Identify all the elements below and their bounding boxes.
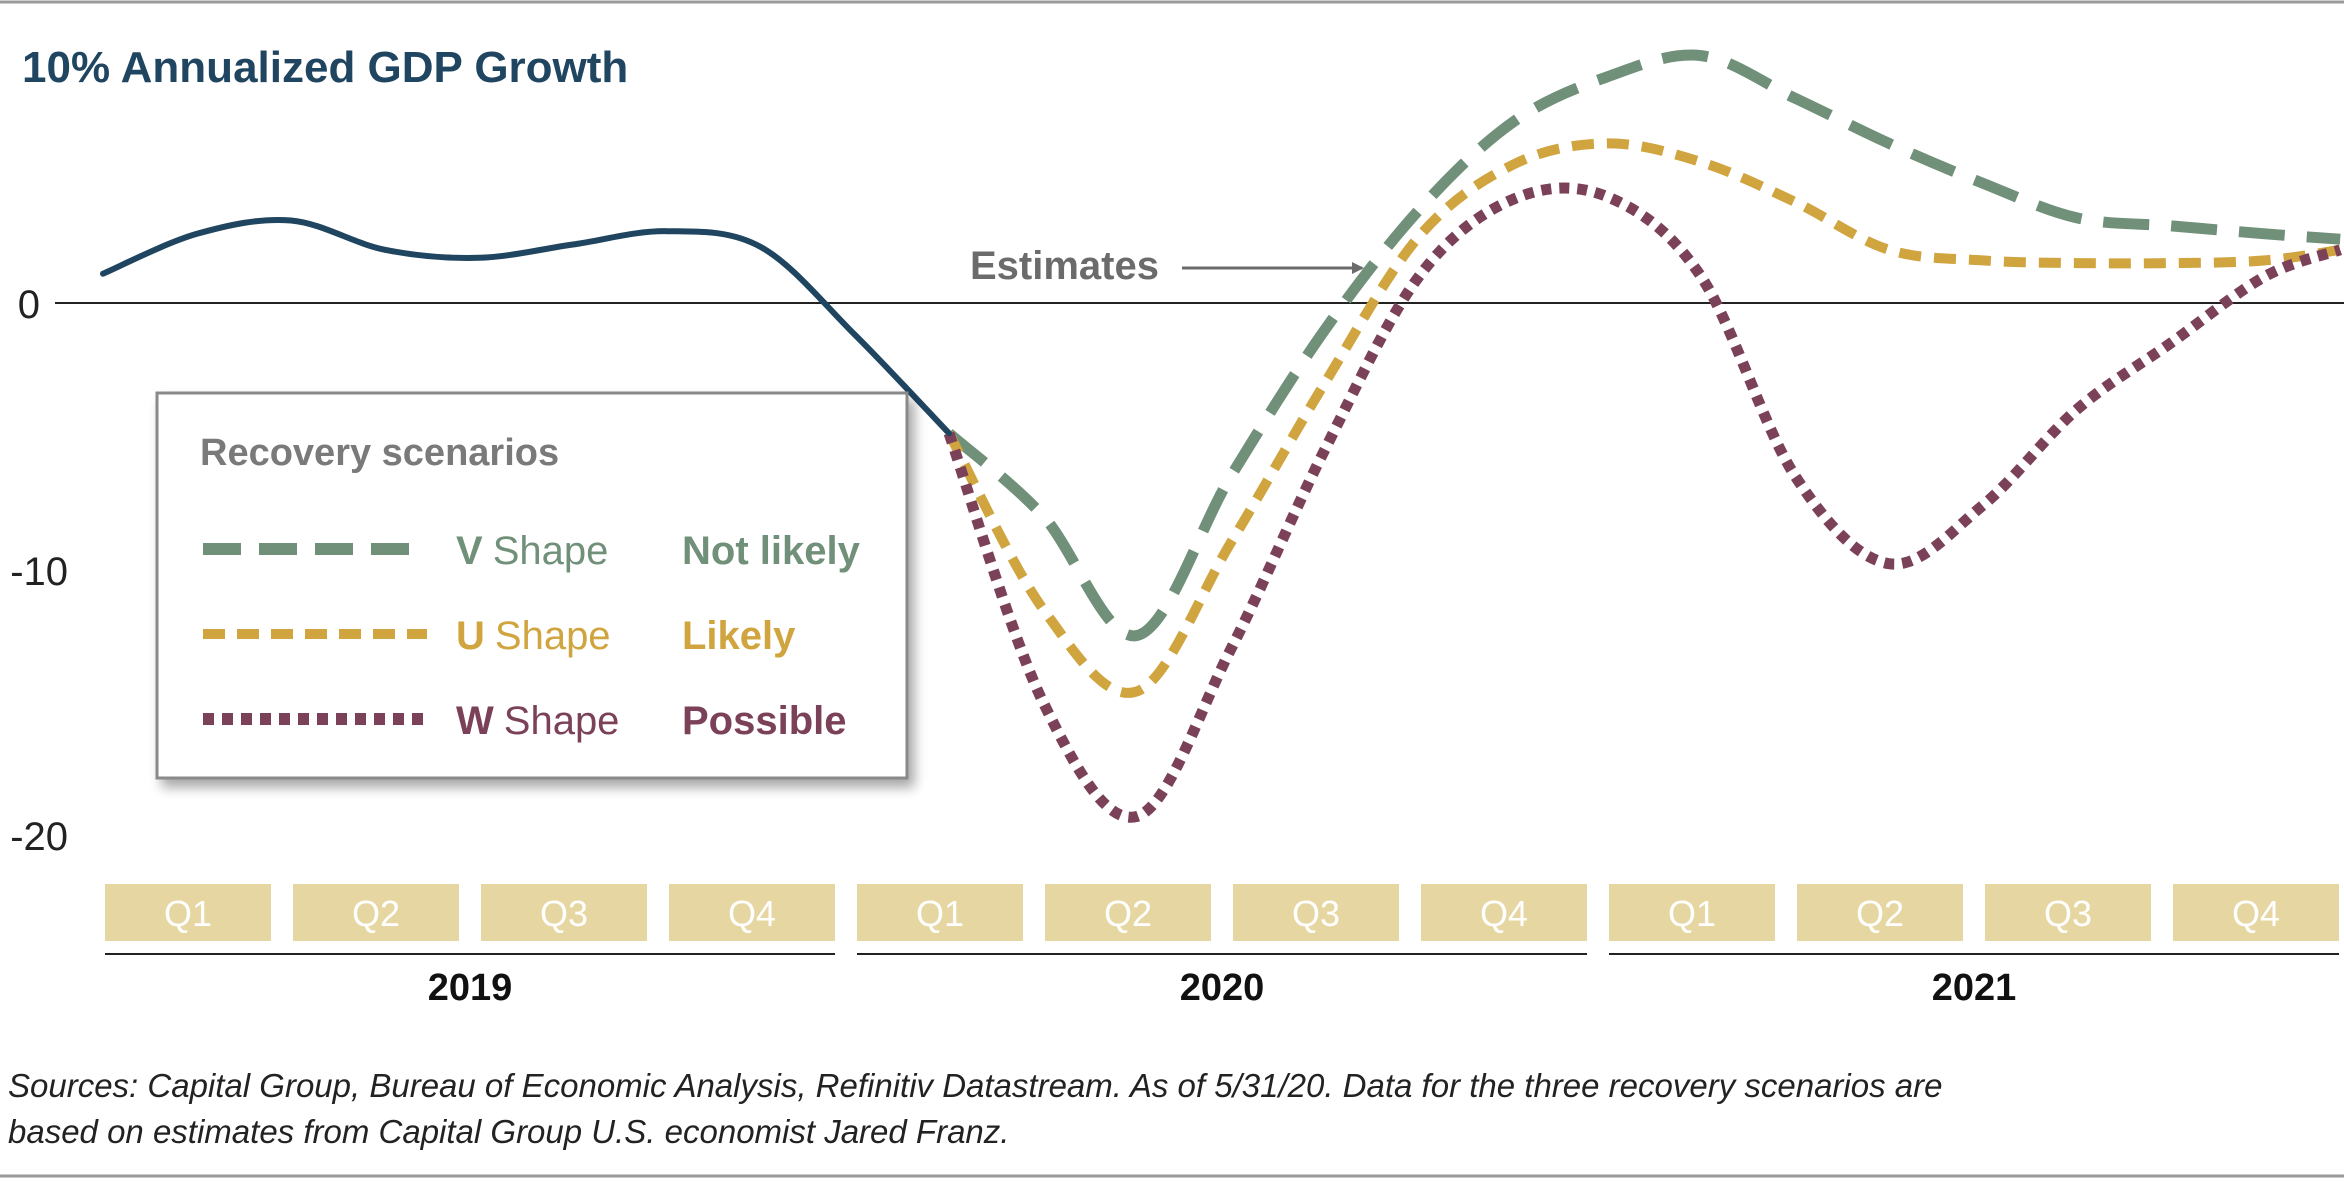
quarter-label-9: Q2 — [1856, 893, 1904, 934]
quarter-label-0: Q1 — [164, 893, 212, 934]
series-line-w-shape — [943, 182, 2343, 823]
year-label-2021: 2021 — [1932, 967, 2017, 1009]
quarter-label-8: Q1 — [1668, 893, 1716, 934]
chart-title: 10% Annualized GDP Growth — [22, 43, 628, 92]
x-axis: Q1 Q2 Q3 Q4 Q1 Q2 Q3 Q4 Q1 Q2 Q3 Q4 2019 2020 2021 — [105, 884, 2339, 1009]
legend-v-likelihood: Not likely — [682, 529, 861, 573]
legend-v-label: V Shape — [456, 529, 608, 573]
quarter-label-3: Q4 — [728, 893, 776, 934]
series-line-v-shape — [945, 49, 2341, 642]
y-tick-label-0: 0 — [18, 283, 40, 327]
year-label-2019: 2019 — [428, 967, 513, 1009]
source-note-line-1: Sources: Capital Group, Bureau of Econom… — [8, 1067, 1942, 1104]
legend-u-likelihood: Likely — [682, 614, 796, 658]
y-tick-label-2: -20 — [10, 815, 68, 859]
legend-w-letter: W — [456, 699, 494, 743]
legend-w-label: W Shape — [456, 699, 619, 743]
quarter-label-5: Q2 — [1104, 893, 1152, 934]
quarter-label-2: Q3 — [540, 893, 588, 934]
quarter-label-6: Q3 — [1292, 893, 1340, 934]
quarter-box-0 — [105, 884, 271, 941]
legend-w-likelihood: Possible — [682, 699, 847, 743]
quarter-label-11: Q4 — [2232, 893, 2280, 934]
legend-title: Recovery scenarios — [200, 432, 559, 474]
legend-v-name: Shape — [493, 529, 609, 573]
legend: Recovery scenarios V Shape Not likely U Sh… — [155, 391, 909, 780]
quarter-box-2 — [481, 884, 647, 941]
series-line-u-shape — [944, 138, 2341, 698]
quarter-box-3 — [669, 884, 835, 941]
estimates-annotation: Estimates — [970, 244, 1159, 288]
legend-u-name: Shape — [495, 614, 611, 658]
quarter-box-8 — [1609, 884, 1775, 941]
quarter-box-4 — [857, 884, 1023, 941]
series-layer — [100, 49, 2343, 823]
series-line-history — [100, 217, 952, 437]
legend-u-label: U Shape — [456, 614, 611, 658]
quarter-box-11 — [2173, 884, 2339, 941]
source-note-line-2: based on estimates from Capital Group U.… — [8, 1113, 1009, 1150]
quarter-box-9 — [1797, 884, 1963, 941]
quarter-label-1: Q2 — [352, 893, 400, 934]
quarter-label-10: Q3 — [2044, 893, 2092, 934]
quarter-box-10 — [1985, 884, 2151, 941]
quarter-box-5 — [1045, 884, 1211, 941]
quarter-label-7: Q4 — [1480, 893, 1528, 934]
year-label-2020: 2020 — [1180, 967, 1265, 1009]
quarter-box-6 — [1233, 884, 1399, 941]
legend-v-letter: V — [456, 529, 483, 573]
quarter-box-7 — [1421, 884, 1587, 941]
legend-w-name: Shape — [504, 699, 620, 743]
legend-u-letter: U — [456, 614, 485, 658]
quarter-label-4: Q1 — [916, 893, 964, 934]
quarter-box-1 — [293, 884, 459, 941]
y-tick-label-1: -10 — [10, 550, 68, 594]
